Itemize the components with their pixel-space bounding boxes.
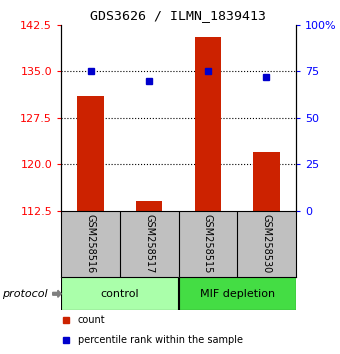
Text: percentile rank within the sample: percentile rank within the sample: [78, 335, 243, 344]
Text: MIF depletion: MIF depletion: [200, 289, 275, 299]
Text: GSM258530: GSM258530: [261, 214, 271, 274]
Bar: [61, 277, 178, 310]
Title: GDS3626 / ILMN_1839413: GDS3626 / ILMN_1839413: [90, 9, 267, 22]
Bar: [253, 152, 280, 211]
Text: count: count: [78, 314, 105, 325]
Bar: [77, 96, 104, 211]
Bar: [136, 201, 163, 211]
Text: GSM258516: GSM258516: [86, 214, 96, 274]
Bar: [178, 277, 296, 310]
Bar: [194, 37, 221, 211]
Text: GSM258515: GSM258515: [203, 214, 213, 274]
Text: control: control: [101, 289, 139, 299]
Text: GSM258517: GSM258517: [144, 214, 154, 274]
Text: protocol: protocol: [2, 289, 48, 299]
